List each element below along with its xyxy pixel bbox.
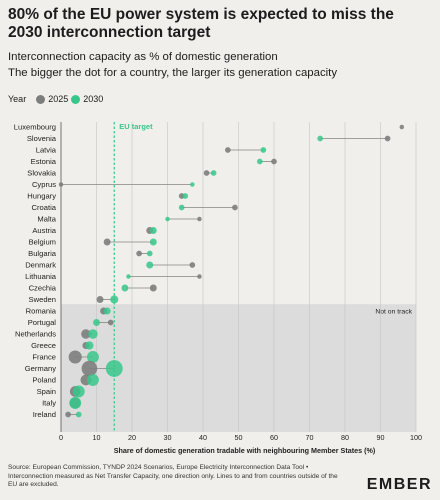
dot-2025 bbox=[68, 350, 82, 364]
dot-2025 bbox=[136, 250, 142, 257]
country-label: Slovakia bbox=[27, 169, 56, 178]
dot-2025 bbox=[96, 296, 104, 303]
dot-2030 bbox=[126, 274, 131, 279]
dot-2030 bbox=[182, 193, 189, 199]
country-label: Malta bbox=[37, 215, 56, 224]
source-note: Source: European Commission, TYNDP 2024 … bbox=[8, 464, 338, 489]
dot-2025 bbox=[399, 124, 405, 130]
dot-2025 bbox=[81, 329, 91, 339]
legend-label: Year bbox=[8, 94, 27, 104]
chart-title: 80% of the EU power system is expected t… bbox=[8, 6, 394, 41]
dot-2025 bbox=[65, 411, 71, 418]
country-label: Netherlands bbox=[15, 330, 56, 339]
dot-2030 bbox=[75, 411, 82, 418]
x-tick-label: 0 bbox=[59, 433, 63, 442]
legend-item-2030: 2030 bbox=[83, 94, 104, 104]
country-label: France bbox=[32, 353, 56, 362]
dot-2030 bbox=[103, 307, 111, 315]
dot-2030 bbox=[165, 216, 170, 222]
dot-2030 bbox=[190, 182, 195, 187]
country-label: Czechia bbox=[29, 284, 57, 293]
x-tick-label: 60 bbox=[270, 433, 278, 442]
dot-2025 bbox=[149, 284, 157, 292]
dot-2025 bbox=[81, 360, 98, 377]
country-label: Luxembourg bbox=[14, 123, 56, 132]
x-tick-label: 50 bbox=[235, 433, 243, 442]
dot-2025 bbox=[103, 238, 111, 246]
dot-2030 bbox=[149, 227, 157, 234]
band-label: Not on track bbox=[375, 308, 412, 315]
dot-2030 bbox=[93, 319, 100, 326]
dot-2030 bbox=[146, 250, 153, 257]
x-tick-label: 30 bbox=[164, 433, 172, 442]
country-label: Hungary bbox=[27, 192, 56, 201]
country-label: Romania bbox=[26, 307, 57, 316]
dot-2030 bbox=[110, 295, 119, 304]
x-tick-label: 20 bbox=[128, 433, 136, 442]
legend-dot-2025 bbox=[36, 94, 46, 104]
country-label: Poland bbox=[32, 376, 56, 385]
dot-2025 bbox=[107, 319, 114, 326]
chart-subtitle: Interconnection capacity as % of domesti… bbox=[8, 51, 278, 63]
country-label: Portugal bbox=[28, 318, 57, 327]
country-label: Spain bbox=[37, 387, 56, 396]
dot-2030 bbox=[210, 170, 217, 176]
legend-dot-2030 bbox=[71, 94, 81, 104]
country-label: Lithuania bbox=[25, 272, 57, 281]
dot-2025 bbox=[203, 170, 210, 176]
dot-2025 bbox=[189, 262, 196, 268]
dot-2025 bbox=[197, 274, 202, 279]
country-label: Estonia bbox=[31, 157, 57, 166]
dot-2030 bbox=[178, 204, 185, 211]
x-tick-label: 70 bbox=[306, 433, 314, 442]
x-tick-label: 80 bbox=[341, 433, 349, 442]
ember-logo: EMBER bbox=[366, 476, 432, 493]
dot-plot-chart: Not on track 0 10 20 30 40 50 60 70 80 90 100 Share … bbox=[14, 122, 422, 455]
country-label: Slovenia bbox=[27, 134, 57, 143]
country-label: Latvia bbox=[36, 146, 57, 155]
dot-2030 bbox=[69, 397, 82, 409]
x-tick-label: 90 bbox=[377, 433, 385, 442]
dot-2030 bbox=[87, 351, 99, 363]
dot-2025 bbox=[58, 182, 64, 187]
dot-2025 bbox=[384, 135, 391, 142]
dot-2030 bbox=[87, 374, 99, 386]
dot-2030 bbox=[85, 341, 94, 350]
x-tick-label: 10 bbox=[93, 433, 101, 442]
dot-2030 bbox=[260, 147, 267, 153]
country-label: Belgium bbox=[29, 238, 56, 247]
target-label: EU target bbox=[119, 122, 153, 131]
dot-2030 bbox=[105, 360, 123, 377]
country-label: Germany bbox=[25, 364, 56, 373]
country-label: Denmark bbox=[25, 261, 56, 270]
country-label: Austria bbox=[32, 226, 56, 235]
dot-2030 bbox=[149, 238, 157, 246]
country-label: Sweden bbox=[29, 295, 56, 304]
chart-subtitle-size-note: The bigger the dot for a country, the la… bbox=[8, 67, 338, 79]
dot-2030 bbox=[317, 135, 323, 142]
legend-item-2025: 2025 bbox=[48, 94, 69, 104]
country-label: Croatia bbox=[32, 203, 57, 212]
dot-2030 bbox=[72, 385, 85, 398]
dot-2025 bbox=[271, 158, 277, 165]
dot-2025 bbox=[232, 204, 238, 211]
dot-2025 bbox=[225, 147, 231, 153]
country-label: Cyprus bbox=[32, 180, 56, 189]
country-label: Italy bbox=[42, 399, 56, 408]
dot-2030 bbox=[88, 329, 98, 339]
dot-2030 bbox=[121, 284, 129, 292]
x-axis-label: Share of domestic generation tradable wi… bbox=[114, 446, 376, 455]
country-label: Ireland bbox=[33, 410, 56, 419]
dot-2030 bbox=[146, 261, 154, 269]
dot-2025 bbox=[197, 216, 202, 222]
legend: Year 2025 2030 bbox=[8, 92, 103, 106]
country-label: Greece bbox=[31, 341, 56, 350]
dot-2030 bbox=[256, 158, 263, 165]
x-tick-label: 40 bbox=[199, 433, 207, 442]
x-tick-label: 100 bbox=[410, 433, 422, 442]
country-label: Bulgaria bbox=[28, 249, 57, 258]
